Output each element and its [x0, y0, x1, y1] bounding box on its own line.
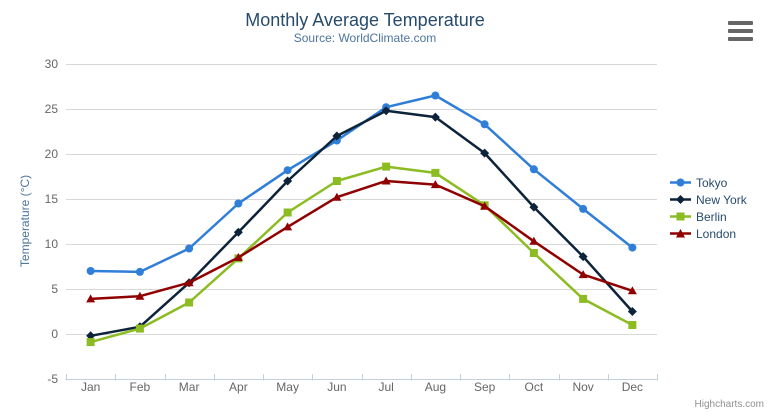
series-line-london[interactable] [89, 179, 634, 301]
y-axis-title: Temperature (°C) [18, 174, 32, 268]
x-axis-label-nov: Nov [572, 380, 593, 394]
berlin-series-symbol-icon [670, 212, 691, 221]
point-london-nov[interactable] [578, 270, 588, 279]
point-new-york-jan[interactable] [86, 331, 96, 341]
y-axis-label-5: 5 [51, 282, 58, 296]
legend-item-label: New York [696, 192, 747, 207]
legend-item-label: London [696, 226, 737, 241]
series-tokyo [86, 91, 637, 276]
new-york-series-symbol-icon [670, 195, 691, 204]
x-axis-label-dec: Dec [622, 380, 643, 394]
point-london-feb[interactable] [135, 291, 145, 300]
point-london-sep[interactable] [480, 201, 490, 210]
point-london-may[interactable] [283, 222, 293, 231]
legend-item-berlin[interactable]: Berlin [670, 208, 747, 225]
legend-item-tokyo[interactable]: Tokyo [670, 174, 747, 191]
y-axis-label-20: 20 [45, 147, 59, 161]
point-berlin-oct[interactable] [529, 249, 538, 257]
x-axis-label-aug: Aug [425, 380, 446, 394]
point-new-york-nov[interactable] [578, 252, 588, 262]
x-axis-label-may: May [276, 380, 299, 394]
point-tokyo-aug[interactable] [431, 91, 440, 100]
legend-item-label: Berlin [696, 209, 727, 224]
hamburger-menu-icon [728, 20, 753, 41]
chart-title: Monthly Average Temperature [245, 10, 485, 30]
x-axis-label-jan: Jan [81, 380, 100, 394]
point-berlin-feb[interactable] [135, 324, 144, 333]
point-london-apr[interactable] [233, 253, 243, 261]
series-london [86, 176, 637, 303]
point-berlin-aug[interactable] [431, 168, 440, 177]
point-london-dec[interactable] [627, 286, 637, 295]
x-axis-label-sep: Sep [474, 380, 496, 394]
point-london-mar[interactable] [184, 278, 194, 287]
point-berlin-may[interactable] [283, 208, 292, 217]
x-axis-label-apr: Apr [229, 380, 248, 394]
export-menu-button[interactable] [727, 20, 754, 41]
legend-item-new-york[interactable]: New York [670, 191, 747, 208]
chart-subtitle: Source: WorldClimate.com [293, 31, 437, 45]
legend: Tokyo New York Berlin London [670, 174, 747, 242]
point-tokyo-nov[interactable] [579, 204, 588, 213]
point-new-york-may[interactable] [283, 176, 293, 186]
point-new-york-apr[interactable] [233, 227, 243, 237]
x-axis-label-mar: Mar [179, 380, 200, 394]
point-tokyo-feb[interactable] [135, 267, 144, 276]
y-axis-label-0: 0 [51, 327, 58, 341]
point-london-jul[interactable] [381, 176, 391, 185]
point-new-york-jul[interactable] [381, 106, 391, 116]
legend-item-label: Tokyo [696, 175, 728, 190]
point-tokyo-jan[interactable] [86, 267, 95, 275]
point-london-jun[interactable] [332, 192, 342, 201]
point-berlin-jan[interactable] [86, 338, 95, 347]
y-axis-label-10: 10 [45, 237, 59, 251]
point-tokyo-sep[interactable] [480, 120, 489, 129]
point-tokyo-dec[interactable] [628, 243, 637, 252]
y-axis-label-25: 25 [45, 102, 59, 116]
y-axis-label--5: -5 [47, 372, 58, 386]
x-axis-label-jul: Jul [378, 380, 393, 394]
point-new-york-oct[interactable] [529, 202, 539, 212]
point-tokyo-apr[interactable] [234, 199, 243, 208]
tokyo-series-symbol-icon [670, 178, 691, 187]
point-berlin-mar[interactable] [185, 298, 194, 307]
point-london-jan[interactable] [86, 294, 96, 303]
point-new-york-aug[interactable] [430, 112, 440, 122]
point-new-york-jun[interactable] [332, 131, 342, 141]
series-line-tokyo[interactable] [89, 94, 634, 274]
point-berlin-jul[interactable] [382, 162, 391, 171]
point-berlin-dec[interactable] [628, 321, 637, 329]
point-tokyo-oct[interactable] [529, 165, 538, 174]
series-new-york [86, 106, 637, 341]
x-axis-label-feb: Feb [130, 380, 151, 394]
y-axis-label-15: 15 [45, 192, 59, 206]
point-london-aug[interactable] [430, 180, 440, 189]
london-series-symbol-icon [670, 229, 691, 238]
point-tokyo-may[interactable] [283, 166, 292, 175]
point-berlin-nov[interactable] [579, 294, 588, 303]
point-berlin-jun[interactable] [332, 177, 341, 185]
point-new-york-sep[interactable] [480, 148, 490, 158]
point-tokyo-mar[interactable] [185, 244, 194, 253]
legend-item-london[interactable]: London [670, 225, 747, 242]
point-new-york-dec[interactable] [627, 307, 637, 316]
series-line-new-york[interactable] [89, 109, 634, 338]
x-axis-label-jun: Jun [327, 380, 346, 394]
credits-link[interactable]: Highcharts.com [694, 399, 764, 410]
point-london-oct[interactable] [529, 236, 539, 245]
series-line-berlin[interactable] [89, 165, 634, 344]
x-axis-label-oct: Oct [525, 380, 544, 394]
y-axis-label-30: 30 [45, 57, 59, 71]
